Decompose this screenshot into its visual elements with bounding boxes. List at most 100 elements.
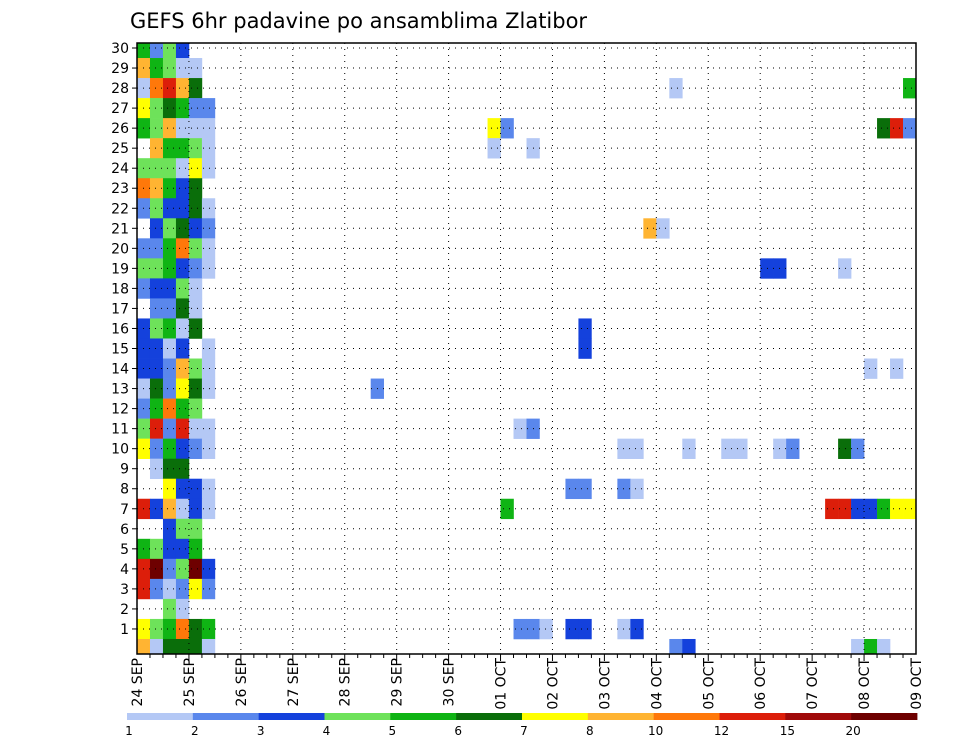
heatmap-cell bbox=[188, 118, 203, 139]
heatmap-cell bbox=[188, 138, 203, 159]
heatmap-cell bbox=[734, 438, 748, 459]
heatmap-cell bbox=[175, 598, 190, 620]
y-tick-label: 18 bbox=[111, 281, 129, 297]
heatmap-cell bbox=[565, 618, 579, 640]
heatmap-cell bbox=[188, 78, 203, 99]
colorbar-swatch bbox=[522, 713, 589, 720]
heatmap-cell bbox=[630, 478, 644, 500]
heatmap-cell bbox=[838, 258, 852, 279]
heatmap-cell bbox=[149, 498, 164, 520]
heatmap-cells bbox=[137, 43, 917, 655]
heatmap-cell bbox=[175, 43, 190, 59]
heatmap-cell bbox=[864, 358, 878, 379]
heatmap-cell bbox=[137, 43, 151, 59]
heatmap-cell bbox=[201, 138, 216, 159]
heatmap-cell bbox=[175, 538, 190, 560]
heatmap-cell bbox=[149, 558, 164, 580]
heatmap-cell bbox=[487, 118, 501, 139]
heatmap-cell bbox=[188, 298, 203, 319]
heatmap-cell bbox=[903, 118, 917, 139]
heatmap-cell bbox=[162, 138, 177, 159]
heatmap-cell bbox=[877, 118, 891, 139]
heatmap-cell bbox=[201, 238, 216, 259]
heatmap-cell bbox=[669, 78, 683, 99]
y-tick-label: 13 bbox=[111, 382, 129, 398]
colorbar-swatch bbox=[258, 713, 325, 720]
colorbar-swatch bbox=[719, 713, 786, 720]
heatmap-cell bbox=[201, 638, 216, 655]
y-tick-label: 4 bbox=[120, 562, 129, 578]
heatmap-cell bbox=[578, 338, 592, 359]
colorbar-label: 15 bbox=[780, 724, 795, 738]
colorbar-swatch bbox=[127, 713, 194, 720]
heatmap-cell bbox=[864, 498, 878, 520]
heatmap-cell bbox=[175, 378, 190, 399]
heatmap-cell bbox=[175, 258, 190, 279]
y-tick-label: 5 bbox=[120, 542, 129, 558]
heatmap-cell bbox=[643, 218, 657, 239]
heatmap-cell bbox=[149, 618, 164, 640]
y-tick-label: 9 bbox=[120, 462, 129, 478]
heatmap-cell bbox=[188, 58, 203, 79]
heatmap-cell bbox=[201, 198, 216, 219]
heatmap-cell bbox=[175, 98, 190, 119]
heatmap-cell bbox=[630, 438, 644, 459]
heatmap-cell bbox=[188, 438, 203, 459]
heatmap-cell bbox=[669, 638, 683, 655]
heatmap-cell bbox=[149, 538, 164, 560]
y-tick-label: 22 bbox=[111, 201, 129, 217]
y-tick-label: 12 bbox=[111, 402, 129, 418]
y-tick-label: 3 bbox=[120, 582, 129, 598]
y-tick-label: 16 bbox=[111, 321, 129, 337]
heatmap-cell bbox=[201, 438, 216, 459]
heatmap-cell bbox=[188, 378, 203, 399]
heatmap-cell bbox=[175, 158, 190, 179]
heatmap-cell bbox=[201, 618, 216, 640]
colorbar-label: 4 bbox=[323, 724, 331, 738]
heatmap-cell bbox=[162, 198, 177, 219]
heatmap-cell bbox=[162, 78, 177, 99]
x-tick-label: 27 SEP bbox=[286, 658, 302, 706]
heatmap-cell bbox=[188, 318, 203, 339]
heatmap-cell bbox=[682, 638, 696, 655]
heatmap-cell bbox=[149, 118, 164, 139]
heatmap-cell bbox=[903, 78, 917, 99]
heatmap-cell bbox=[188, 638, 203, 655]
heatmap-cell bbox=[175, 418, 190, 439]
heatmap-cell bbox=[149, 578, 164, 600]
heatmap-cell bbox=[162, 338, 177, 359]
heatmap-cell bbox=[175, 638, 190, 655]
heatmap-cell bbox=[149, 198, 164, 219]
heatmap-cell bbox=[175, 278, 190, 299]
heatmap-cell bbox=[162, 98, 177, 119]
heatmap-cell bbox=[162, 638, 177, 655]
heatmap-cell bbox=[175, 438, 190, 459]
heatmap-cell bbox=[149, 218, 164, 239]
x-tick-label: 05 OCT bbox=[701, 658, 717, 710]
heatmap-cell bbox=[188, 398, 203, 419]
heatmap-cell bbox=[188, 418, 203, 439]
heatmap-cell bbox=[864, 638, 878, 655]
heatmap-cell bbox=[565, 478, 579, 500]
colorbar-label: 5 bbox=[389, 724, 397, 738]
heatmap-cell bbox=[149, 358, 164, 379]
heatmap-cell bbox=[682, 438, 696, 459]
x-tick-label: 24 SEP bbox=[130, 658, 146, 706]
heatmap-cell bbox=[162, 578, 177, 600]
x-tick-label: 08 OCT bbox=[857, 658, 873, 710]
heatmap-cell bbox=[175, 478, 190, 500]
heatmap-cell bbox=[188, 478, 203, 500]
y-tick-label: 2 bbox=[120, 602, 129, 618]
heatmap-cell bbox=[539, 618, 553, 640]
colorbar-label: 7 bbox=[520, 724, 528, 738]
heatmap-cell bbox=[149, 378, 164, 399]
heatmap-cell bbox=[201, 378, 216, 399]
x-tick-label: 01 OCT bbox=[494, 658, 510, 710]
heatmap-cell bbox=[877, 498, 891, 520]
heatmap-cell bbox=[162, 278, 177, 299]
heatmap-cell bbox=[162, 358, 177, 379]
heatmap-cell bbox=[162, 458, 177, 480]
heatmap-cell bbox=[162, 478, 177, 500]
colorbar-label: 8 bbox=[586, 724, 594, 738]
y-tick-label: 6 bbox=[120, 522, 129, 538]
